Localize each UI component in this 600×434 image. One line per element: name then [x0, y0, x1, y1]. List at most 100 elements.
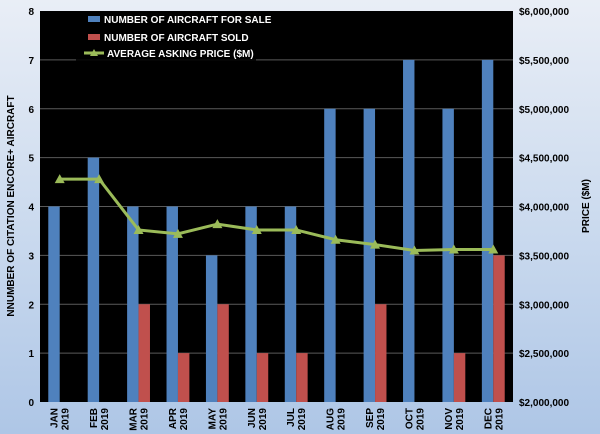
right-tick-label: $3,500,000 — [519, 251, 569, 262]
bar-for-sale — [166, 206, 178, 402]
x-tick-year: 2019 — [61, 408, 72, 431]
right-tick-label: $4,500,000 — [519, 154, 569, 165]
x-tick-label: JAN 2019 — [50, 408, 72, 431]
right-axis-ticks: $2,000,000 $2,500,000 $3,000,000 $3,500,000… — [519, 7, 569, 409]
bar-sold — [375, 304, 387, 402]
x-tick-year: 2019 — [455, 408, 466, 431]
bar-for-sale — [127, 206, 139, 402]
x-tick-year: 2019 — [218, 408, 229, 431]
bar-sold — [453, 353, 466, 402]
right-tick-label: $3,000,000 — [519, 300, 569, 311]
price-point — [330, 234, 341, 244]
legend-box — [76, 11, 256, 64]
x-tick-month: MAY — [207, 408, 218, 430]
legend-label-price: AVERAGE ASKING PRICE ($M) — [107, 49, 254, 60]
left-tick-label: 0 — [28, 398, 34, 409]
left-axis-title: NNUMBER OF CITATION ENCORE+ AIRCRAFT — [6, 95, 17, 316]
price-point — [94, 174, 105, 184]
bar-sold — [217, 304, 229, 402]
x-tick-month: JAN — [50, 408, 61, 428]
right-axis-title: PRICE ($M) — [581, 179, 592, 233]
x-tick-year: 2019 — [100, 408, 111, 431]
price-point — [172, 228, 183, 238]
right-tick-label: $2,000,000 — [519, 398, 569, 409]
bar-sold — [177, 353, 190, 402]
x-tick-year: 2019 — [297, 408, 308, 431]
x-tick-label: AUG 2019 — [326, 408, 348, 431]
x-tick-label: JUL 2019 — [286, 408, 308, 431]
legend-swatch-for-sale — [88, 16, 100, 22]
bar-sold — [256, 353, 269, 402]
price-point — [488, 244, 499, 254]
legend-swatch-price-marker — [90, 49, 98, 56]
legend-label-sold: NUMBER OF AIRCRAFT SOLD — [104, 33, 249, 44]
right-tick-label: $6,000,000 — [519, 7, 569, 18]
x-tick-year: 2019 — [376, 408, 387, 431]
left-tick-label: 6 — [28, 105, 34, 116]
left-tick-label: 1 — [28, 349, 34, 360]
x-tick-month: NOV — [444, 408, 455, 430]
bar-for-sale — [284, 206, 297, 402]
right-tick-label: $5,000,000 — [519, 105, 569, 116]
right-tick-label: $2,500,000 — [519, 349, 569, 360]
price-point — [409, 245, 420, 255]
price-point — [251, 224, 262, 234]
price-point — [212, 219, 223, 229]
right-tick-label: $5,500,000 — [519, 56, 569, 67]
bar-for-sale — [403, 59, 415, 402]
x-tick-year: 2019 — [415, 408, 426, 431]
price-point — [370, 239, 381, 249]
x-tick-label: SEP 2019 — [365, 408, 387, 431]
x-axis-ticks: JAN 2019 FEB 2019 MAR 2019 APR 2019 MAY 2019 JUN 20… — [50, 407, 506, 431]
bar-for-sale — [245, 206, 257, 402]
price-point — [448, 244, 459, 254]
bars — [48, 59, 505, 402]
x-tick-month: DEC — [483, 408, 494, 429]
price-point — [133, 224, 144, 234]
left-tick-label: 7 — [28, 56, 34, 67]
bar-for-sale — [442, 108, 454, 402]
x-tick-label: MAR 2019 — [129, 407, 151, 431]
x-tick-label: JUN 2019 — [247, 408, 269, 431]
left-tick-label: 2 — [28, 300, 34, 311]
legend-label-for-sale: NUMBER OF AIRCRAFT FOR SALE — [104, 15, 272, 26]
x-tick-label: MAY 2019 — [207, 408, 229, 431]
x-tick-month: AUG — [326, 408, 337, 430]
x-tick-year: 2019 — [337, 408, 348, 431]
price-point — [54, 174, 65, 184]
x-tick-label: FEB 2019 — [89, 408, 111, 431]
left-tick-label: 3 — [28, 251, 34, 262]
x-tick-year: 2019 — [258, 408, 269, 431]
price-line — [54, 174, 499, 255]
price-point — [291, 224, 302, 234]
x-tick-month: OCT — [404, 408, 415, 429]
left-tick-label: 4 — [28, 203, 34, 214]
right-tick-label: $4,000,000 — [519, 203, 569, 214]
bar-for-sale — [205, 255, 218, 402]
bar-for-sale — [324, 108, 336, 402]
x-tick-month: JUL — [286, 408, 297, 427]
x-tick-month: APR — [168, 407, 179, 429]
bar-for-sale — [87, 157, 100, 402]
x-tick-label: NOV 2019 — [444, 408, 466, 431]
x-tick-year: 2019 — [179, 408, 190, 431]
price-line-path — [59, 177, 494, 252]
bar-for-sale — [48, 206, 60, 402]
x-tick-label: OCT 2019 — [404, 408, 426, 431]
bar-for-sale — [481, 59, 494, 402]
bar-sold — [296, 353, 308, 402]
left-tick-label: 8 — [28, 7, 34, 18]
bar-sold — [493, 255, 505, 402]
left-axis-ticks: 0 1 2 3 4 5 6 7 8 — [28, 7, 34, 409]
left-tick-label: 5 — [28, 154, 34, 165]
bar-sold — [138, 304, 150, 402]
x-tick-month: JUN — [247, 408, 258, 428]
x-tick-label: APR 2019 — [168, 407, 190, 430]
x-tick-label: DEC 2019 — [483, 408, 505, 431]
legend-swatch-sold — [88, 34, 100, 40]
legend: NUMBER OF AIRCRAFT FOR SALE NUMBER OF AI… — [76, 11, 272, 64]
x-tick-month: SEP — [365, 408, 376, 428]
x-tick-year: 2019 — [494, 408, 505, 431]
x-tick-month: FEB — [89, 408, 100, 428]
